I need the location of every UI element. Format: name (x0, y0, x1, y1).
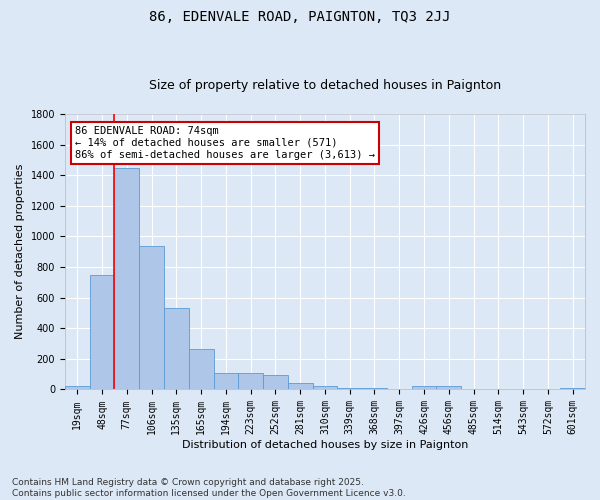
Bar (535, 388, 560, 390)
Bar (164, 308, 189, 390)
Bar (560, 388, 585, 390)
Bar (362, 388, 387, 390)
Bar (461, 388, 486, 390)
Bar (238, 372, 263, 390)
Bar (139, 246, 164, 390)
Bar (288, 384, 313, 390)
Bar (189, 349, 214, 390)
Bar (412, 386, 436, 390)
Y-axis label: Number of detached properties: Number of detached properties (15, 164, 25, 340)
Bar (337, 388, 362, 390)
Bar (214, 372, 238, 390)
Text: 86 EDENVALE ROAD: 74sqm
← 14% of detached houses are smaller (571)
86% of semi-d: 86 EDENVALE ROAD: 74sqm ← 14% of detache… (76, 126, 376, 160)
Bar (436, 386, 461, 390)
Bar (486, 388, 511, 390)
Bar (387, 388, 412, 390)
Bar (65, 386, 89, 390)
Bar (263, 375, 288, 390)
X-axis label: Distribution of detached houses by size in Paignton: Distribution of detached houses by size … (182, 440, 468, 450)
Bar (115, 168, 139, 390)
Bar (313, 386, 337, 390)
Text: 86, EDENVALE ROAD, PAIGNTON, TQ3 2JJ: 86, EDENVALE ROAD, PAIGNTON, TQ3 2JJ (149, 10, 451, 24)
Text: Contains HM Land Registry data © Crown copyright and database right 2025.
Contai: Contains HM Land Registry data © Crown c… (12, 478, 406, 498)
Title: Size of property relative to detached houses in Paignton: Size of property relative to detached ho… (149, 79, 501, 92)
Bar (89, 274, 115, 390)
Bar (511, 388, 535, 390)
